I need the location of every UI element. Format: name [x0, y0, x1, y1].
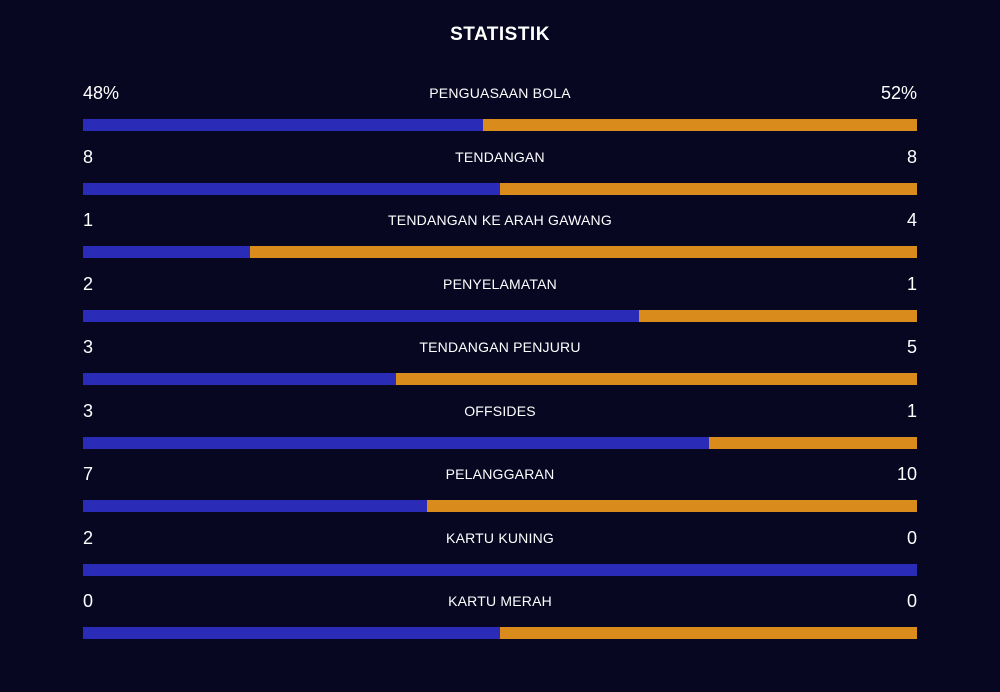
comparison-bar — [83, 119, 917, 131]
home-value: 2 — [83, 527, 94, 548]
comparison-bar — [83, 182, 917, 195]
stat-row-shots-on-target: 1 TENDANGAN KE ARAH GAWANG 4 — [83, 208, 917, 272]
home-bar-segment — [83, 246, 250, 258]
stat-values: 0 KARTU MERAH 0 — [83, 589, 917, 613]
stat-label: PENYELAMATAN — [443, 275, 557, 292]
stat-row-fouls: 7 PELANGGARAN 10 — [83, 462, 917, 526]
comparison-bar — [83, 563, 917, 576]
stats-title: STATISTIK — [450, 24, 550, 45]
stat-row-possession: 48% PENGUASAAN BOLA 52% — [83, 81, 917, 145]
stat-label: TENDANGAN PENJURU — [419, 339, 581, 355]
stat-row-yellow-cards: 2 KARTU KUNING 0 — [83, 526, 917, 590]
away-bar-segment — [395, 373, 917, 385]
stat-values: 2 KARTU KUNING 0 — [83, 526, 917, 550]
stat-row-shots: 8 TENDANGAN 8 — [83, 145, 917, 209]
stat-values: 3 OFFSIDES 1 — [83, 399, 917, 423]
home-value: 7 — [83, 464, 94, 484]
home-value: 0 — [83, 591, 94, 611]
stat-values: 8 TENDANGAN 8 — [83, 145, 917, 169]
home-bar-segment — [83, 182, 500, 195]
home-value: 8 — [83, 146, 94, 167]
away-value: 1 — [906, 273, 917, 294]
away-value: 0 — [906, 527, 917, 548]
stat-values: 2 PENYELAMATAN 1 — [83, 272, 917, 296]
away-value: 10 — [896, 464, 917, 484]
away-value: 52% — [880, 83, 917, 103]
comparison-bar — [83, 436, 917, 449]
stat-row-saves: 2 PENYELAMATAN 1 — [83, 272, 917, 336]
home-bar-segment — [83, 119, 484, 131]
away-bar-segment — [249, 246, 917, 258]
stat-row-corners: 3 TENDANGAN PENJURU 5 — [83, 335, 917, 399]
away-bar-segment — [639, 309, 917, 322]
away-value: 0 — [906, 591, 917, 611]
stat-label: PENGUASAAN BOLA — [429, 85, 571, 101]
home-bar-segment — [83, 500, 427, 512]
comparison-bar — [83, 246, 917, 258]
home-value: 1 — [83, 210, 94, 230]
stat-values: 3 TENDANGAN PENJURU 5 — [83, 335, 917, 359]
stat-values: 48% PENGUASAAN BOLA 52% — [83, 81, 917, 105]
stat-label: TENDANGAN KE ARAH GAWANG — [388, 212, 612, 228]
home-bar-segment — [83, 436, 709, 449]
comparison-bar — [83, 627, 917, 639]
stat-label: TENDANGAN — [455, 148, 545, 165]
away-value: 8 — [906, 146, 917, 167]
away-value: 5 — [906, 337, 917, 357]
away-value: 4 — [906, 210, 917, 230]
home-value: 3 — [83, 337, 94, 357]
home-bar-segment — [83, 309, 640, 322]
away-value: 1 — [906, 400, 917, 421]
away-bar-segment — [708, 436, 917, 449]
away-bar-segment — [426, 500, 917, 512]
away-bar-segment — [500, 182, 917, 195]
home-value: 3 — [83, 400, 94, 421]
comparison-bar — [83, 309, 917, 322]
stat-values: 7 PELANGGARAN 10 — [83, 462, 917, 486]
home-bar-segment — [83, 627, 500, 639]
stat-row-offsides: 3 OFFSIDES 1 — [83, 399, 917, 463]
stat-label: KARTU MERAH — [448, 593, 552, 609]
stat-label: KARTU KUNING — [446, 529, 554, 546]
home-bar-segment — [83, 563, 917, 576]
home-bar-segment — [83, 373, 396, 385]
away-bar-segment — [483, 119, 917, 131]
home-value: 2 — [83, 273, 94, 294]
stat-label: OFFSIDES — [464, 402, 536, 419]
comparison-bar — [83, 373, 917, 385]
stat-label: PELANGGARAN — [445, 466, 555, 482]
home-value: 48% — [83, 83, 120, 103]
stat-row-red-cards: 0 KARTU MERAH 0 — [83, 589, 917, 653]
comparison-bar — [83, 500, 917, 512]
away-bar-segment — [500, 627, 917, 639]
stat-values: 1 TENDANGAN KE ARAH GAWANG 4 — [83, 208, 917, 232]
stats-list: 48% PENGUASAAN BOLA 52% 8 TENDANGAN 8 1 … — [83, 81, 917, 653]
